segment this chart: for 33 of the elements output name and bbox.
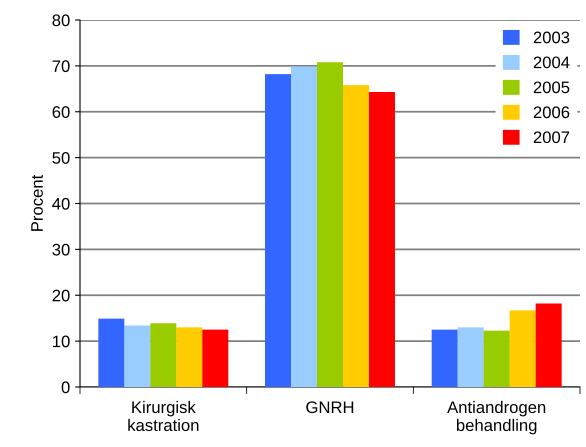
x-tick-label: Kirurgisk kastration — [128, 400, 198, 432]
bar — [150, 323, 176, 387]
bar — [124, 326, 150, 387]
bar — [176, 327, 202, 387]
bar — [265, 74, 291, 387]
legend-label: 2003 — [534, 32, 570, 44]
legend-label: 2005 — [534, 81, 570, 94]
y-tick-label: 40 — [52, 198, 70, 210]
bar — [484, 330, 510, 387]
x-tick-label: GNRH — [306, 401, 354, 414]
bar — [317, 62, 343, 387]
y-tick-label: 20 — [52, 290, 70, 302]
y-axis-title: Procent — [31, 174, 43, 231]
legend-label: 2006 — [534, 106, 570, 118]
y-tick-label: 70 — [52, 60, 70, 72]
bar — [291, 66, 317, 387]
legend-label: 2004 — [534, 56, 570, 68]
bar — [343, 85, 369, 387]
y-tick-label: 10 — [53, 336, 70, 348]
legend-label: 2007 — [534, 131, 570, 144]
y-tick-label: 0 — [62, 381, 70, 394]
bar — [458, 327, 484, 387]
bar — [202, 330, 228, 387]
y-tick-label: 80 — [52, 14, 70, 26]
y-tick-label: 60 — [52, 106, 70, 118]
bar — [510, 310, 536, 387]
x-tick-label: Antiandrogen behandling — [447, 400, 546, 434]
bar — [98, 318, 124, 387]
bar — [536, 304, 562, 387]
bar — [432, 330, 458, 387]
bar — [369, 92, 395, 387]
y-tick-label: 30 — [52, 244, 70, 256]
y-tick-label: 50 — [52, 152, 70, 164]
